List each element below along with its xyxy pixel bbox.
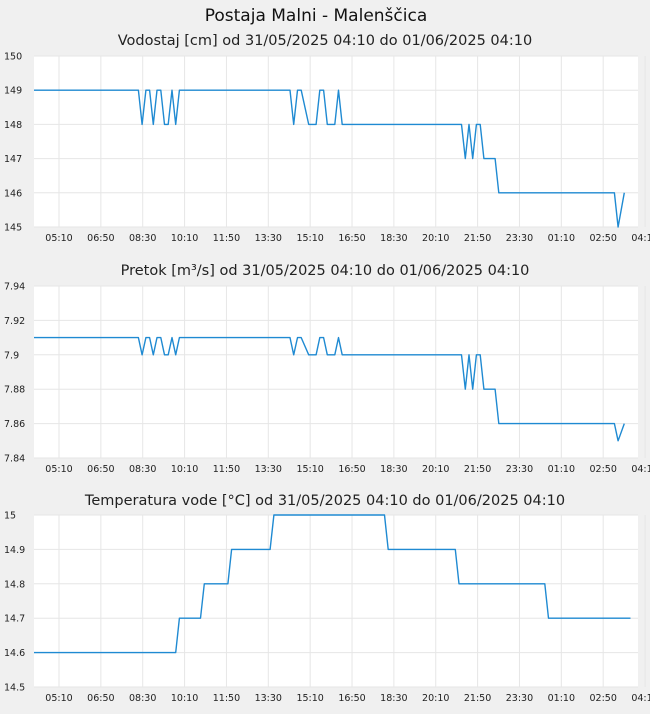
x-tick-label: 02:50 bbox=[589, 233, 616, 244]
x-tick-label: 08:30 bbox=[129, 693, 156, 704]
x-tick-label: 20:10 bbox=[422, 233, 449, 244]
x-tick-label: 04:10 bbox=[631, 233, 650, 244]
y-tick-label: 146 bbox=[4, 188, 22, 199]
x-tick-label: 06:50 bbox=[87, 233, 114, 244]
y-tick-label: 15 bbox=[4, 511, 16, 522]
x-tick-label: 11:50 bbox=[213, 233, 240, 244]
x-tick-label: 10:10 bbox=[171, 464, 198, 475]
x-tick-label: 18:30 bbox=[380, 233, 407, 244]
x-tick-label: 13:30 bbox=[255, 233, 282, 244]
chart-panel-1: Vodostaj [cm] od 31/05/2025 04:10 do 01/… bbox=[4, 33, 650, 244]
x-tick-label: 15:10 bbox=[296, 233, 323, 244]
y-tick-label: 7.92 bbox=[4, 316, 25, 327]
x-tick-label: 23:30 bbox=[506, 693, 533, 704]
plot-area bbox=[34, 515, 638, 687]
y-tick-label: 7.9 bbox=[4, 350, 19, 361]
y-tick-label: 14.9 bbox=[4, 545, 25, 556]
x-tick-label: 02:50 bbox=[589, 693, 616, 704]
x-tick-label: 18:30 bbox=[380, 693, 407, 704]
x-tick-label: 06:50 bbox=[87, 464, 114, 475]
x-tick-label: 16:50 bbox=[338, 233, 365, 244]
x-tick-label: 05:10 bbox=[45, 233, 72, 244]
x-tick-label: 18:30 bbox=[380, 464, 407, 475]
chart-title: Pretok [m³/s] od 31/05/2025 04:10 do 01/… bbox=[121, 263, 530, 279]
y-tick-label: 149 bbox=[4, 86, 22, 97]
x-tick-label: 10:10 bbox=[171, 233, 198, 244]
x-tick-label: 21:50 bbox=[464, 233, 491, 244]
y-tick-label: 150 bbox=[4, 52, 22, 63]
y-tick-label: 14.8 bbox=[4, 579, 25, 590]
x-tick-label: 10:10 bbox=[171, 693, 198, 704]
x-tick-label: 05:10 bbox=[45, 464, 72, 475]
x-tick-label: 11:50 bbox=[213, 693, 240, 704]
page-title: Postaja Malni - Malenščica bbox=[205, 6, 428, 26]
y-tick-label: 14.5 bbox=[4, 683, 25, 694]
x-tick-label: 15:10 bbox=[296, 693, 323, 704]
y-tick-label: 14.6 bbox=[4, 648, 25, 659]
y-tick-label: 7.88 bbox=[4, 385, 25, 396]
x-tick-label: 01:10 bbox=[548, 693, 575, 704]
series-line bbox=[34, 514, 631, 654]
y-tick-label: 7.94 bbox=[4, 282, 25, 293]
chart-panel-3: Temperatura vode [°C] od 31/05/2025 04:1… bbox=[4, 493, 650, 704]
y-tick-label: 7.86 bbox=[4, 419, 25, 430]
x-tick-label: 01:10 bbox=[548, 233, 575, 244]
y-tick-label: 148 bbox=[4, 120, 22, 131]
x-tick-label: 21:50 bbox=[464, 693, 491, 704]
x-tick-label: 04:10 bbox=[631, 693, 650, 704]
x-tick-label: 15:10 bbox=[296, 464, 323, 475]
x-tick-label: 23:30 bbox=[506, 233, 533, 244]
plot-area bbox=[34, 56, 638, 227]
chart-title: Temperatura vode [°C] od 31/05/2025 04:1… bbox=[84, 493, 565, 509]
x-tick-label: 02:50 bbox=[589, 464, 616, 475]
x-tick-label: 21:50 bbox=[464, 464, 491, 475]
x-tick-label: 06:50 bbox=[87, 693, 114, 704]
x-tick-label: 05:10 bbox=[45, 693, 72, 704]
y-tick-label: 147 bbox=[4, 154, 22, 165]
x-tick-label: 20:10 bbox=[422, 464, 449, 475]
plot-area bbox=[34, 286, 638, 458]
x-tick-label: 04:10 bbox=[631, 464, 650, 475]
x-tick-label: 13:30 bbox=[255, 693, 282, 704]
series-line bbox=[34, 336, 625, 442]
x-tick-label: 08:30 bbox=[129, 233, 156, 244]
x-tick-label: 13:30 bbox=[255, 464, 282, 475]
x-tick-label: 11:50 bbox=[213, 464, 240, 475]
x-tick-label: 08:30 bbox=[129, 464, 156, 475]
x-tick-label: 16:50 bbox=[338, 693, 365, 704]
y-tick-label: 7.84 bbox=[4, 454, 25, 465]
series-line bbox=[34, 89, 625, 228]
x-tick-label: 23:30 bbox=[506, 464, 533, 475]
y-tick-label: 14.7 bbox=[4, 614, 25, 625]
x-tick-label: 16:50 bbox=[338, 464, 365, 475]
chart-panel-2: Pretok [m³/s] od 31/05/2025 04:10 do 01/… bbox=[4, 263, 650, 475]
x-tick-label: 20:10 bbox=[422, 693, 449, 704]
y-tick-label: 145 bbox=[4, 223, 22, 234]
chart-title: Vodostaj [cm] od 31/05/2025 04:10 do 01/… bbox=[118, 33, 532, 49]
x-tick-label: 01:10 bbox=[548, 464, 575, 475]
